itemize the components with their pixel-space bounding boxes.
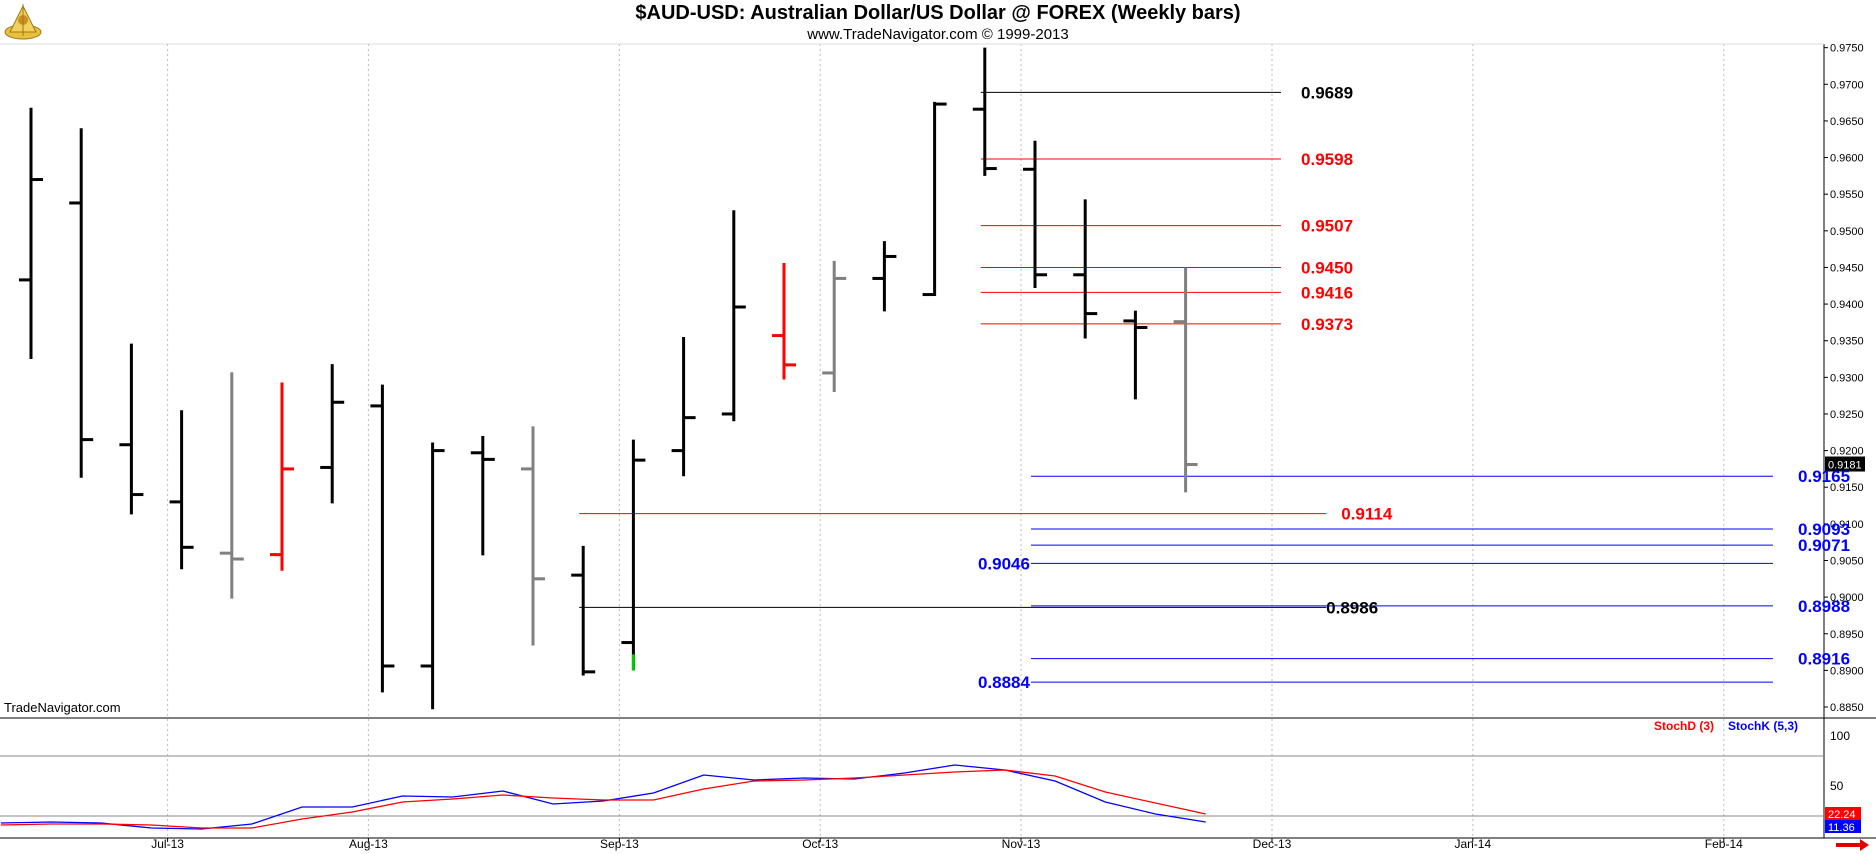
y-tick-label: 0.9650 [1830, 116, 1864, 128]
y-tick-label: 0.9600 [1830, 153, 1864, 165]
y-tick-label: 0.8950 [1830, 629, 1864, 641]
level-label: 0.9165 [1798, 467, 1850, 486]
stoch-value-box [1825, 807, 1861, 820]
level-label: 0.9046 [978, 554, 1030, 573]
stoch-y-tick-label: 50 [1830, 779, 1844, 793]
level-label: 0.9071 [1798, 536, 1850, 555]
y-tick-label: 0.9400 [1830, 299, 1864, 311]
level-label: 0.9689 [1301, 83, 1353, 102]
x-tick-label: Jan-14 [1454, 837, 1491, 851]
y-tick-label: 0.8900 [1830, 665, 1864, 677]
level-label: 0.9598 [1301, 150, 1353, 169]
x-tick-label: Oct-13 [802, 837, 838, 851]
ohlc-bar [1123, 310, 1148, 400]
ohlc-bar [169, 410, 194, 570]
chart-subtitle: www.TradeNavigator.com © 1999-2013 [807, 26, 1069, 43]
ohlc-bar [219, 372, 244, 599]
tradenavigator-watermark: TradeNavigator.com [4, 700, 121, 715]
y-tick-label: 0.9300 [1830, 372, 1864, 384]
ohlc-bar [1173, 267, 1198, 493]
level-label: 0.9114 [1341, 505, 1393, 524]
ohlc-bar [571, 545, 596, 676]
last-price-box [1825, 456, 1865, 472]
tradenavigator-logo-icon [4, 4, 42, 40]
level-label: 0.9507 [1301, 217, 1353, 236]
last-price-label: 0.9181 [1828, 460, 1862, 472]
ohlc-bar [721, 210, 746, 422]
ohlc-bar [470, 435, 495, 556]
y-tick-label: 0.9100 [1830, 519, 1864, 531]
x-tick-label: Sep-13 [600, 837, 639, 851]
chart-title: $AUD-USD: Australian Dollar/US Dollar @ … [635, 2, 1241, 24]
stoch-value-box [1825, 820, 1861, 833]
bars-layer [19, 47, 1198, 710]
y-tick-label: 0.9150 [1830, 482, 1864, 494]
ohlc-bar [69, 128, 94, 478]
level-label: 0.8884 [978, 673, 1031, 692]
ohlc-bar [270, 382, 294, 571]
y-tick-label: 0.9200 [1830, 446, 1864, 458]
stoch-legend-item: StochK (5,3) [1728, 719, 1798, 733]
y-tick-label: 0.9450 [1830, 262, 1864, 274]
level-label: 0.9373 [1301, 315, 1353, 334]
ohlc-bar [370, 384, 395, 693]
y-tick-label: 0.9000 [1830, 592, 1864, 604]
level-label: 0.8986 [1326, 598, 1378, 617]
ohlc-bar [922, 101, 947, 297]
ohlc-bar [621, 439, 646, 671]
x-tick-label: Dec-13 [1253, 837, 1292, 851]
ohlc-bar [19, 107, 43, 360]
grid-layer [167, 44, 1725, 838]
y-tick-label: 0.9350 [1830, 336, 1864, 348]
scroll-right-arrow-icon[interactable] [1836, 838, 1870, 852]
y-tick-label: 0.9250 [1830, 409, 1864, 421]
levels-layer: 0.9689 0.9598 0.9507 0.9450 0.9416 0.9373 0.91… [579, 83, 1850, 692]
ohlc-bar [671, 337, 696, 477]
y-tick-label: 0.9050 [1830, 555, 1864, 567]
y-tick-label: 0.9550 [1830, 189, 1864, 201]
ohlc-bar [420, 442, 445, 710]
stoch-series-line [0, 769, 1206, 829]
axis-layer: Jul-13 Aug-13 Sep-13 Oct-13 Nov-13 Dec-13 Jan-… [0, 43, 1876, 851]
y-tick-label: 0.9700 [1830, 79, 1864, 91]
stoch-legend-item: StochD (3) [1654, 719, 1714, 733]
ohlc-bar [972, 47, 997, 176]
x-tick-label: Aug-13 [349, 837, 388, 851]
y-tick-label: 0.9500 [1830, 226, 1864, 238]
stoch-series-line [0, 764, 1206, 830]
stoch-value-label: 22.24 [1828, 809, 1856, 821]
y-tick-label: 0.9750 [1830, 43, 1864, 55]
stoch-value-label: 11.36 [1828, 822, 1855, 834]
x-tick-label: Feb-14 [1705, 837, 1743, 851]
ohlc-bar [119, 343, 144, 515]
y-tick-label: 0.8850 [1830, 702, 1864, 714]
ohlc-bar [1023, 140, 1047, 288]
level-label: 0.9450 [1301, 258, 1353, 277]
ohlc-bar [1073, 199, 1098, 339]
ohlc-bar [872, 241, 897, 312]
ohlc-bar [521, 426, 545, 646]
level-label: 0.9093 [1798, 520, 1850, 539]
stoch-y-tick-label: 100 [1830, 729, 1850, 743]
level-label: 0.8988 [1798, 597, 1850, 616]
x-tick-label: Nov-13 [1002, 837, 1041, 851]
ohlc-bar [772, 263, 796, 380]
level-label: 0.9416 [1301, 283, 1353, 302]
x-tick-label: Jul-13 [151, 837, 184, 851]
ohlc-bar [320, 364, 345, 504]
ohlc-bar [822, 260, 847, 392]
level-label: 0.8916 [1798, 650, 1850, 669]
